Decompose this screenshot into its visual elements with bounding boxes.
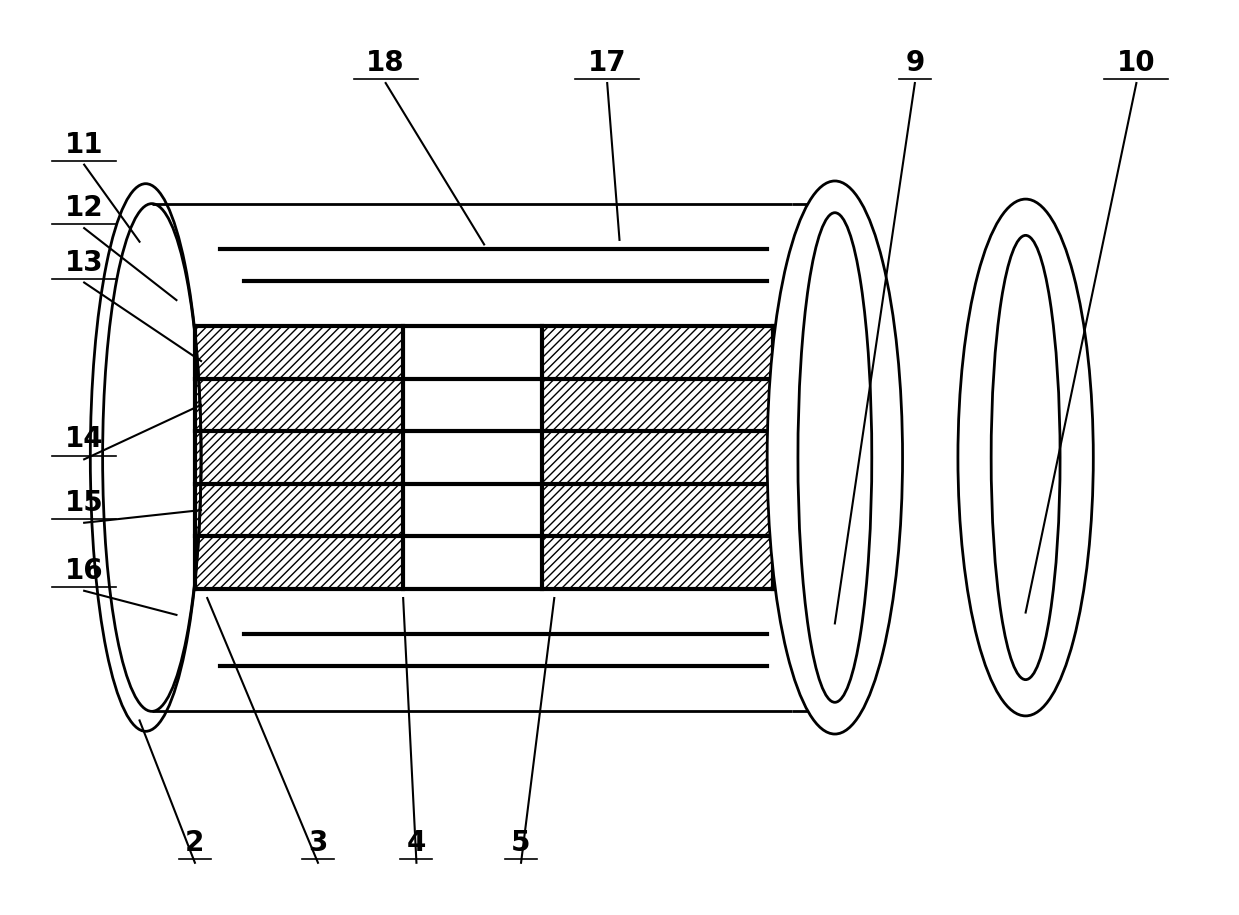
Text: 2: 2: [186, 829, 204, 856]
Text: 18: 18: [367, 49, 405, 77]
Text: 17: 17: [587, 49, 627, 77]
Bar: [403, 326, 541, 379]
Text: 3: 3: [309, 829, 327, 856]
Ellipse shape: [958, 199, 1093, 716]
Bar: [195, 431, 403, 484]
Bar: [195, 326, 403, 379]
Bar: [403, 484, 541, 536]
Text: 4: 4: [406, 829, 426, 856]
Bar: [403, 536, 541, 589]
Text: 15: 15: [64, 489, 104, 517]
Text: 12: 12: [64, 194, 104, 222]
Bar: [195, 484, 403, 536]
Bar: [541, 536, 773, 589]
Text: 9: 9: [906, 49, 924, 77]
Ellipse shape: [991, 235, 1061, 680]
Bar: [403, 431, 541, 484]
Bar: [541, 326, 773, 379]
Bar: [195, 379, 403, 431]
Bar: [541, 379, 773, 431]
Ellipse shape: [767, 181, 902, 734]
Text: 11: 11: [64, 131, 103, 158]
Bar: [403, 379, 541, 431]
Bar: [541, 484, 773, 536]
Text: 14: 14: [64, 425, 104, 453]
Text: 5: 5: [512, 829, 530, 856]
Bar: [195, 536, 403, 589]
Text: 10: 10: [1118, 49, 1156, 77]
Text: 13: 13: [64, 249, 104, 276]
Text: 16: 16: [64, 557, 104, 585]
Bar: [541, 431, 773, 484]
Ellipse shape: [798, 212, 872, 703]
